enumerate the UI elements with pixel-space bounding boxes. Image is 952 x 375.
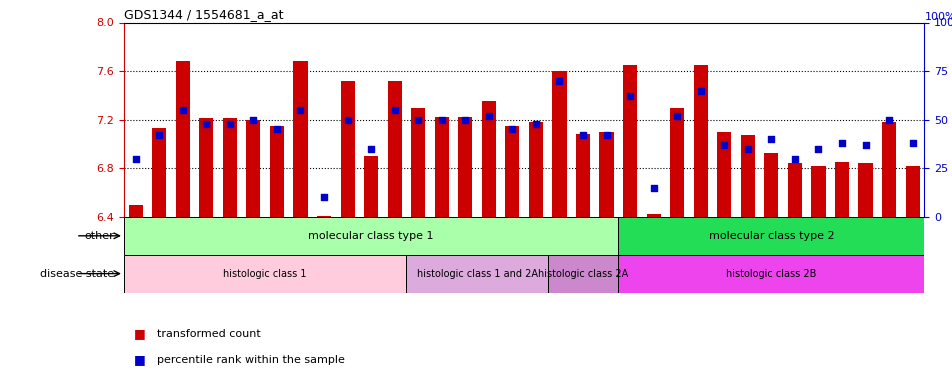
Point xyxy=(505,126,520,132)
Bar xyxy=(340,81,354,217)
Point xyxy=(716,142,731,148)
Bar xyxy=(645,214,660,217)
Bar xyxy=(406,255,547,292)
Bar xyxy=(269,126,284,217)
Bar xyxy=(740,135,754,217)
Text: other: other xyxy=(85,231,114,241)
Bar xyxy=(858,164,872,217)
Point xyxy=(857,142,872,148)
Bar xyxy=(317,216,330,217)
Point xyxy=(598,132,613,138)
Text: molecular class type 1: molecular class type 1 xyxy=(308,231,433,241)
Bar xyxy=(575,134,589,217)
Bar xyxy=(810,166,824,217)
Point xyxy=(904,140,920,146)
Text: ■: ■ xyxy=(133,327,145,340)
Point xyxy=(622,93,637,99)
Bar xyxy=(618,217,923,255)
Point xyxy=(246,117,261,123)
Point xyxy=(434,117,449,123)
Point xyxy=(363,146,378,152)
Bar xyxy=(175,62,189,217)
Bar xyxy=(787,164,802,217)
Bar xyxy=(124,217,618,255)
Bar xyxy=(364,156,378,217)
Bar xyxy=(623,65,637,217)
Bar xyxy=(410,108,425,217)
Bar xyxy=(124,255,406,292)
Bar xyxy=(834,162,848,217)
Bar xyxy=(458,117,472,217)
Text: transformed count: transformed count xyxy=(157,329,261,339)
Text: histologic class 1: histologic class 1 xyxy=(223,268,307,279)
Point xyxy=(128,156,143,162)
Text: molecular class type 2: molecular class type 2 xyxy=(708,231,833,241)
Point xyxy=(151,132,167,138)
Bar xyxy=(152,128,166,217)
Bar xyxy=(528,122,543,217)
Bar xyxy=(764,153,778,217)
Bar xyxy=(599,132,613,217)
Bar xyxy=(552,71,565,217)
Point xyxy=(175,107,190,113)
Point xyxy=(645,185,661,191)
Bar xyxy=(717,132,730,217)
Bar xyxy=(223,118,237,217)
Point xyxy=(340,117,355,123)
Bar xyxy=(129,205,143,217)
Point xyxy=(222,121,237,127)
Point xyxy=(527,121,543,127)
Point xyxy=(834,140,849,146)
Bar xyxy=(387,81,402,217)
Point xyxy=(786,156,802,162)
Point xyxy=(881,117,896,123)
Point xyxy=(692,87,707,93)
Text: percentile rank within the sample: percentile rank within the sample xyxy=(157,355,345,365)
Text: histologic class 1 and 2A: histologic class 1 and 2A xyxy=(416,268,537,279)
Bar xyxy=(482,102,495,217)
Text: GDS1344 / 1554681_a_at: GDS1344 / 1554681_a_at xyxy=(124,8,283,21)
Text: 100%: 100% xyxy=(923,12,952,22)
Bar xyxy=(293,62,307,217)
Point xyxy=(292,107,307,113)
Bar xyxy=(434,117,448,217)
Point xyxy=(551,78,566,84)
Point xyxy=(575,132,590,138)
Bar xyxy=(904,166,919,217)
Bar xyxy=(199,118,213,217)
Bar xyxy=(618,255,923,292)
Text: ■: ■ xyxy=(133,354,145,366)
Point xyxy=(740,146,755,152)
Text: histologic class 2A: histologic class 2A xyxy=(537,268,627,279)
Point xyxy=(387,107,402,113)
Text: disease state: disease state xyxy=(40,268,114,279)
Point xyxy=(481,113,496,119)
Point xyxy=(198,121,213,127)
Point xyxy=(269,126,285,132)
Bar xyxy=(246,120,260,217)
Point xyxy=(763,136,778,142)
Bar xyxy=(882,122,895,217)
Bar xyxy=(693,65,707,217)
Point xyxy=(316,195,331,201)
Point xyxy=(410,117,426,123)
Text: histologic class 2B: histologic class 2B xyxy=(725,268,816,279)
Point xyxy=(457,117,472,123)
Bar xyxy=(669,108,684,217)
Bar xyxy=(505,126,519,217)
Point xyxy=(810,146,825,152)
Point xyxy=(669,113,684,119)
Bar xyxy=(547,255,618,292)
